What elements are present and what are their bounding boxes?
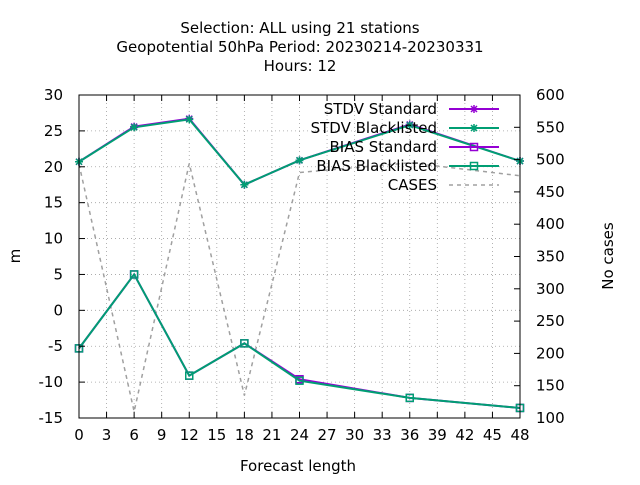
x-tick-label: 48 — [510, 426, 529, 444]
y-tick-labels: -15 -10 -5 0 5 10 15 20 25 30 — [39, 86, 64, 427]
data-point-stdv-blacklisted — [185, 115, 194, 124]
x-tick-label: 21 — [262, 426, 281, 444]
x-tick-label: 18 — [235, 426, 254, 444]
legend-marker-stdv-standard — [470, 105, 478, 113]
legend-label-bias-blacklisted: BIAS Blacklisted — [316, 157, 437, 175]
y2-tick-label: 300 — [536, 280, 565, 298]
legend-marker-stdv-blacklisted — [470, 124, 478, 132]
y-tick-label: 25 — [44, 122, 63, 140]
series-line-bias-blacklisted — [78, 272, 521, 409]
x-tick-labels: 0 3 6 9 12 15 18 21 24 27 30 33 36 39 42 45 48 — [74, 426, 529, 444]
data-point-bias-blacklisted — [295, 376, 304, 385]
y2-tick-label: 600 — [536, 86, 565, 104]
y-tick-label: 15 — [44, 194, 63, 212]
title-line-1: Selection: ALL using 21 stations — [180, 19, 419, 37]
y2-tick-label: 450 — [536, 183, 565, 201]
y2-tick-label: 150 — [536, 377, 565, 395]
data-point-stdv-blacklisted — [405, 121, 414, 130]
x-tick-label: 30 — [345, 426, 364, 444]
y2-tick-label: 250 — [536, 312, 565, 330]
x-tick-label: 9 — [157, 426, 167, 444]
title-line-3: Hours: 12 — [264, 57, 337, 75]
x-tick-label: 3 — [102, 426, 112, 444]
x-tick-label: 12 — [180, 426, 199, 444]
legend-marker-bias-blacklisted — [469, 161, 479, 171]
y-tick-label: -5 — [48, 337, 63, 355]
y2-tick-label: 500 — [536, 151, 565, 169]
data-point-bias-blacklisted — [405, 393, 414, 403]
grid-lines — [79, 95, 520, 418]
x-tick-label: 6 — [129, 426, 139, 444]
legend-label-stdv-standard: STDV Standard — [324, 100, 437, 118]
y2-axis-label: No cases — [599, 222, 617, 290]
y2-tick-label: 550 — [536, 118, 565, 136]
y-tick-label: -10 — [39, 373, 64, 391]
y2-tick-label: 400 — [536, 215, 565, 233]
y-tick-label: 5 — [53, 265, 63, 283]
y2-tick-label: 350 — [536, 248, 565, 266]
x-tick-label: 36 — [400, 426, 419, 444]
x-tick-label: 0 — [74, 426, 84, 444]
y2-tick-labels: 100 150 200 250 300 350 400 450 500 550 600 — [536, 86, 565, 427]
y-tick-label: 0 — [53, 301, 63, 319]
x-tick-label: 33 — [373, 426, 392, 444]
data-point-bias-blacklisted — [129, 270, 139, 279]
data-point-bias-blacklisted — [185, 371, 194, 380]
legend-marker-bias-standard — [469, 142, 479, 152]
series-line-stdv-blacklisted — [78, 118, 521, 186]
x-axis-label: Forecast length — [240, 457, 356, 475]
y2-tick-label: 100 — [536, 409, 565, 427]
y-tick-label: 20 — [44, 158, 63, 176]
data-point-bias-blacklisted — [240, 339, 249, 348]
title-line-2: Geopotential 50hPa Period: 20230214-2023… — [116, 38, 483, 56]
legend-label-stdv-blacklisted: STDV Blacklisted — [311, 119, 437, 137]
series-line-cases — [78, 162, 521, 412]
data-point-stdv-blacklisted — [240, 180, 249, 189]
axis-ticks — [78, 94, 521, 419]
chart-title: Selection: ALL using 21 stations Geopote… — [116, 19, 483, 75]
x-tick-label: 42 — [455, 426, 474, 444]
y-tick-label: 10 — [44, 230, 63, 248]
x-tick-label: 24 — [290, 426, 309, 444]
x-tick-label: 15 — [207, 426, 226, 444]
y2-tick-label: 200 — [536, 344, 565, 362]
y-tick-label: -15 — [39, 409, 64, 427]
y-tick-label: 30 — [44, 86, 63, 104]
x-tick-label: 45 — [483, 426, 502, 444]
legend-label-cases: CASES — [388, 176, 437, 194]
data-point-stdv-blacklisted — [295, 156, 304, 165]
data-point-stdv-blacklisted — [130, 123, 139, 132]
legend-label-bias-standard: BIAS Standard — [329, 138, 437, 156]
x-tick-label: 27 — [318, 426, 337, 444]
x-tick-label: 39 — [428, 426, 447, 444]
y-axis-label: m — [6, 249, 24, 264]
